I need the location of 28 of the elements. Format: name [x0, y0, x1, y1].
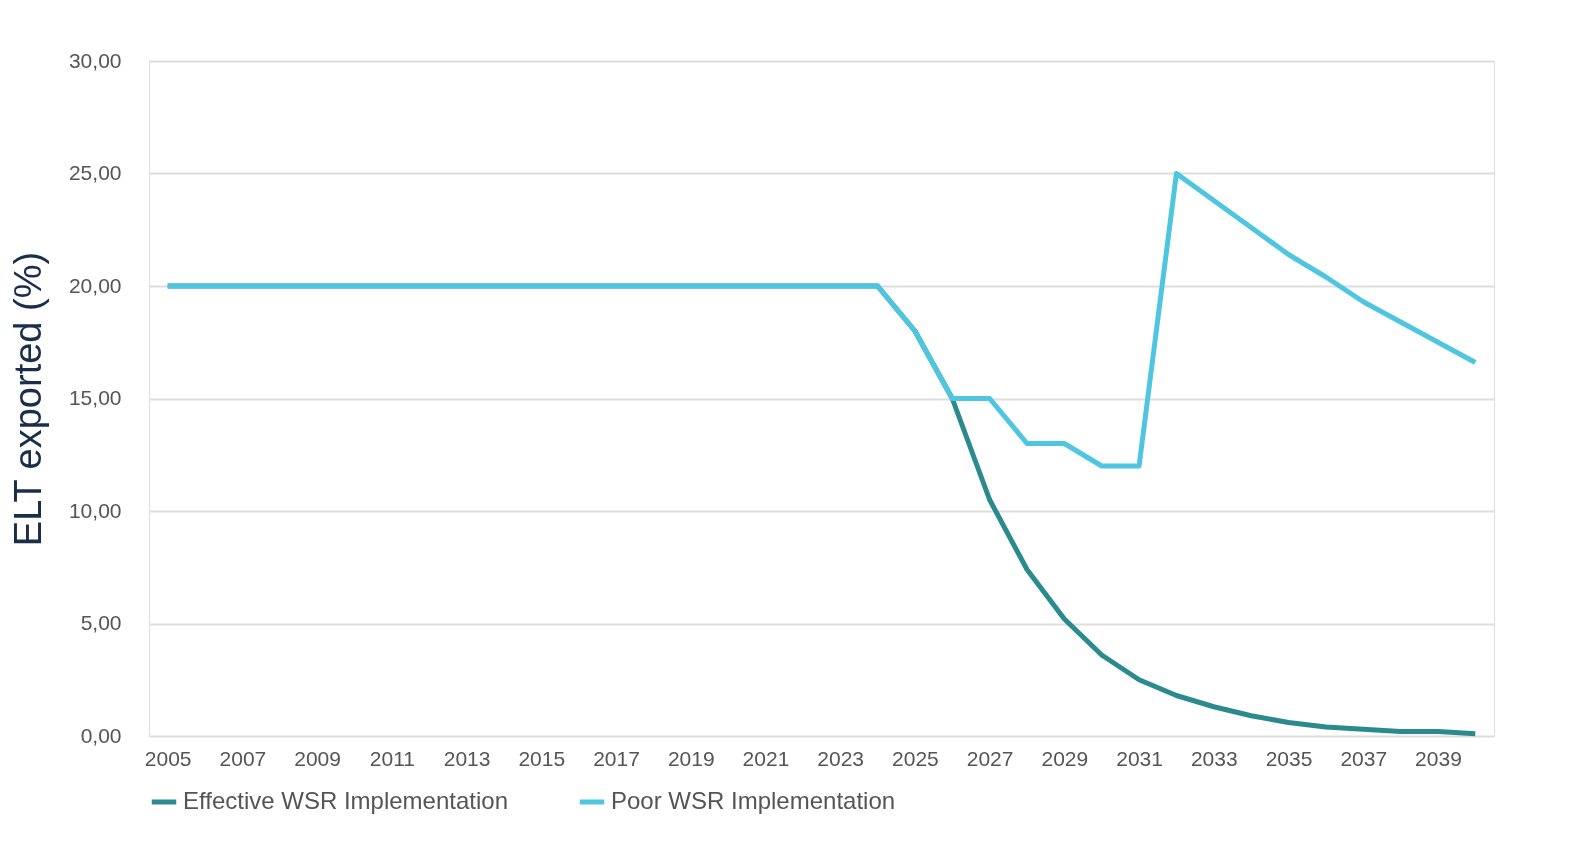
y-tick-label: 25,00	[68, 161, 122, 184]
x-tick-label: 2005	[144, 746, 192, 770]
y-tick-label: 5,00	[80, 611, 122, 634]
x-tick-label: 2017	[593, 746, 640, 770]
y-tick-label: 0,00	[80, 723, 122, 747]
x-tick-label: 2031	[1116, 746, 1163, 770]
x-tick-label: 2037	[1340, 746, 1388, 770]
legend-label: Effective WSR Implementation	[183, 787, 509, 814]
y-axis-title: ELT exported (%)	[6, 251, 49, 547]
x-tick-label: 2023	[817, 746, 865, 770]
x-tick-label: 2035	[1265, 746, 1313, 770]
y-tick-label: 10,00	[68, 498, 122, 522]
x-tick-label: 2027	[966, 746, 1014, 770]
x-tick-label: 2021	[742, 746, 790, 770]
x-tick-label: 2029	[1041, 746, 1089, 770]
x-tick-label: 2007	[219, 746, 267, 770]
x-tick-label: 2025	[892, 746, 939, 770]
y-tick-label: 30,00	[68, 48, 122, 72]
x-tick-label: 2019	[667, 746, 715, 770]
x-tick-label: 2039	[1415, 746, 1462, 770]
x-tick-label: 2015	[518, 746, 566, 770]
x-tick-label: 2011	[369, 746, 415, 770]
x-tick-label: 2009	[294, 746, 341, 770]
legend-label: Poor WSR Implementation	[611, 787, 896, 814]
y-tick-label: 15,00	[68, 386, 122, 409]
x-tick-label: 2013	[443, 746, 491, 770]
x-tick-label: 2033	[1190, 746, 1238, 770]
y-tick-label: 20,00	[68, 273, 122, 297]
